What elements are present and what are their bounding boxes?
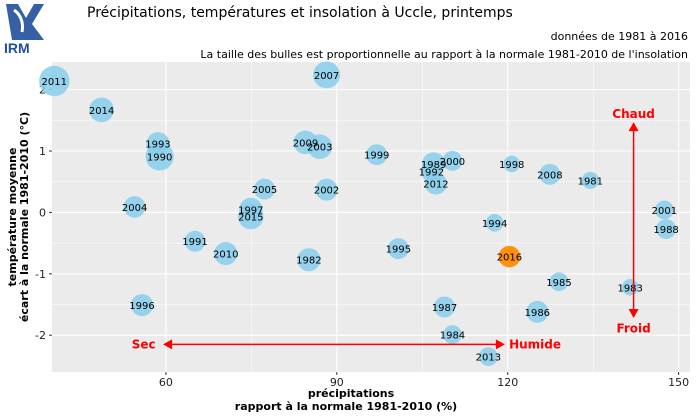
bubble-2016 [498,245,521,268]
year-label-1998: 1998 [499,160,524,171]
bubble-2004 [123,196,146,218]
bubble-1982 [297,248,321,272]
bubble-1984 [443,325,462,344]
bubbles-layer [39,61,676,367]
bubble-1985 [549,272,569,292]
annotation-cold: Froid [616,321,650,335]
year-label-1997: 1997 [238,205,263,216]
arrowhead-right [495,339,505,350]
bubble-1981 [581,171,599,190]
bubble-1995 [387,238,409,260]
year-label-1995: 1995 [386,245,411,256]
x-axis-ticks: 60 90 120 150 [159,372,689,389]
year-label-1983: 1983 [617,283,642,294]
annotation-dry: Sec [132,337,156,351]
bubble-1991 [184,230,206,252]
x-tick-label: 90 [330,376,344,389]
y-tick-label: 1 [39,145,46,158]
x-axis-title-line1: précipitations [308,387,395,400]
bubble-1996 [131,294,154,317]
bubble-1993 [146,132,170,156]
chart-title: Précipitations, températures et insolati… [87,5,513,21]
year-label-1985: 1985 [546,278,571,289]
year-label-1986: 1986 [525,308,550,319]
logo-text: IRM [4,40,30,54]
annotation-arrows [163,122,639,350]
bubble-2001 [655,200,674,220]
y-tick-label: 0 [39,206,46,219]
year-label-2004: 2004 [122,203,147,214]
irm-logo: IRM [2,2,48,58]
bubble-2002 [315,178,338,201]
bubble-1987 [434,296,455,318]
bubble-2009 [293,130,318,155]
y-tick-label: -1 [35,268,46,281]
bubble-1994 [485,214,504,232]
year-label-2000: 2000 [440,157,465,168]
bubble-1986 [526,300,549,323]
x-axis-title-line2: rapport à la normale 1981-2010 (%) [235,400,457,413]
bubble-1998 [503,155,520,173]
year-label-1981: 1981 [578,176,603,187]
bubble-2011 [39,65,70,97]
year-label-1987: 1987 [432,303,457,314]
year-label-1999: 1999 [364,151,389,162]
year-label-1988: 1988 [653,225,678,236]
bubble-1997 [239,197,263,221]
annotation-hot: Chaud [612,107,655,121]
annotation-wet: Humide [509,337,561,351]
plot-panel [52,62,690,372]
year-label-1996: 1996 [129,301,154,312]
year-label-2012: 2012 [423,180,448,191]
y-axis-title-line2: écart à la normale 1981-2010 (°C) [18,112,31,322]
chart-subtitle-bubbles: La taille des bulles est proportionnelle… [200,48,688,61]
year-label-2002: 2002 [314,186,339,197]
year-label-2013: 2013 [476,353,501,364]
bubble-2008 [539,163,561,185]
irm-logo-mark: IRM [4,4,44,56]
bubble-2013 [478,347,498,367]
year-label-2008: 2008 [537,170,562,181]
year-label-1991: 1991 [182,237,207,248]
year-label-2007: 2007 [314,71,339,82]
year-label-1992: 1992 [419,167,444,178]
bubble-2010 [214,241,238,266]
bubble-2014 [89,97,114,123]
year-label-2014: 2014 [89,106,114,117]
y-axis-ticks: -2-1012 [35,84,52,342]
year-label-1982: 1982 [296,256,321,267]
year-label-1994: 1994 [482,219,507,230]
arrowhead-down [628,308,639,318]
bubble-1999 [366,144,388,166]
arrowhead-left [163,339,173,350]
year-label-2015: 2015 [238,213,263,224]
arrowhead-up [628,122,639,132]
year-label-2011: 2011 [42,77,67,88]
x-tick-label: 150 [668,376,689,389]
year-label-2005: 2005 [252,185,277,196]
bubble-1992 [420,160,442,182]
year-label-2001: 2001 [652,206,677,217]
bubble-1988 [656,219,676,239]
chart-subtitle-period: données de 1981 à 2016 [550,30,688,43]
year-label-2003: 2003 [307,143,332,154]
year-label-1989: 1989 [421,160,446,171]
bubble-2005 [254,178,275,200]
y-axis-title-line1: température moyenne [6,148,19,287]
year-label-1990: 1990 [147,153,172,164]
bubble-2000 [442,150,463,171]
year-label-2010: 2010 [213,250,238,261]
year-label-1984: 1984 [440,331,465,342]
year-label-2009: 2009 [293,138,318,149]
x-tick-label: 120 [497,376,518,389]
year-label-1993: 1993 [145,140,170,151]
y-tick-label: -2 [35,329,46,342]
grid-lines [52,62,690,372]
year-label-2016: 2016 [497,253,522,264]
bubble-2007 [313,61,340,89]
x-tick-label: 60 [159,376,173,389]
